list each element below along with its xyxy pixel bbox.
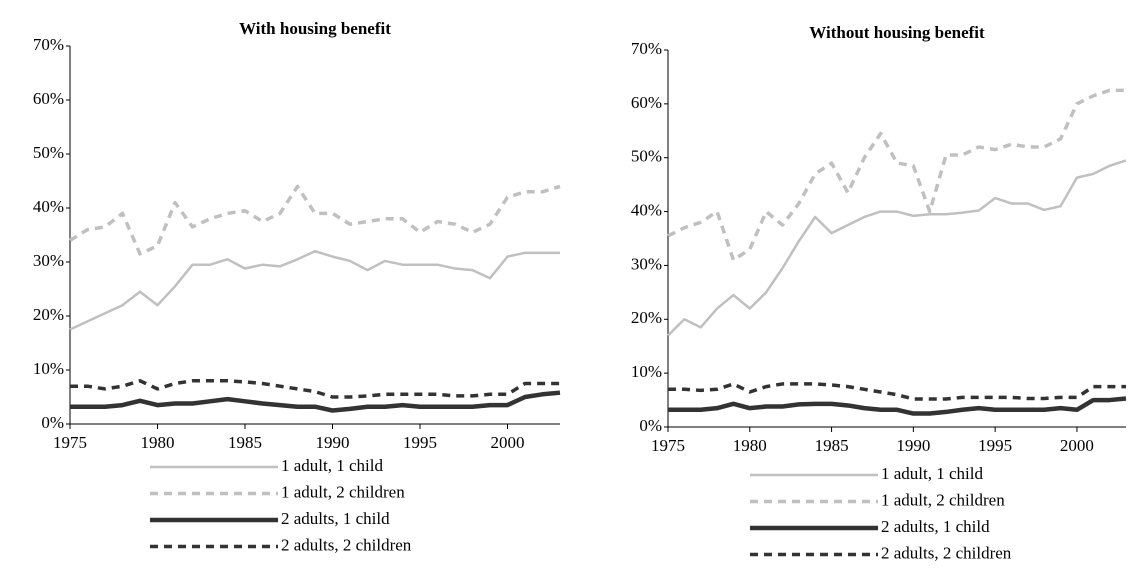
y-tick-label: 70% xyxy=(33,35,64,54)
legend-label: 2 adults, 1 child xyxy=(881,517,990,536)
x-tick-label: 1975 xyxy=(53,433,87,452)
x-tick-label: 1980 xyxy=(733,436,767,455)
series-line xyxy=(668,382,1126,401)
y-tick-label: 10% xyxy=(631,362,662,381)
legend-label: 1 adult, 1 child xyxy=(881,464,983,483)
x-tick-label: 1985 xyxy=(228,433,262,452)
y-tick-label: 0% xyxy=(639,416,662,435)
legend-label: 2 adults, 1 child xyxy=(281,509,390,528)
y-tick-label: 50% xyxy=(631,147,662,166)
x-tick-label: 1990 xyxy=(896,436,930,455)
legend-label: 2 adults, 2 children xyxy=(281,535,412,554)
series-line xyxy=(667,159,1127,337)
y-tick-label: 30% xyxy=(33,251,64,270)
legend-label: 1 adult, 2 children xyxy=(881,490,1005,509)
y-tick-label: 10% xyxy=(33,359,64,378)
legend-label: 2 adults, 2 children xyxy=(881,543,1012,562)
y-tick-label: 60% xyxy=(631,93,662,112)
series-line xyxy=(70,390,561,413)
x-tick-label: 1995 xyxy=(978,436,1012,455)
series-line xyxy=(69,249,560,331)
x-tick-label: 1975 xyxy=(651,436,685,455)
y-tick-label: 20% xyxy=(33,305,64,324)
legend-label: 1 adult, 1 child xyxy=(281,456,383,475)
x-tick-label: 1980 xyxy=(141,433,175,452)
y-tick-label: 60% xyxy=(33,89,64,108)
chart-title: With housing benefit xyxy=(239,19,391,38)
series-line xyxy=(668,396,1127,416)
x-tick-label: 1995 xyxy=(403,433,437,452)
series-line xyxy=(667,88,1126,262)
y-tick-label: 30% xyxy=(631,254,662,273)
y-tick-label: 0% xyxy=(41,413,64,432)
x-tick-label: 2000 xyxy=(1060,436,1094,455)
y-tick-label: 50% xyxy=(33,143,64,162)
x-tick-label: 2000 xyxy=(491,433,525,452)
series-line xyxy=(70,379,560,399)
chart-title: Without housing benefit xyxy=(809,23,985,42)
series-line xyxy=(69,184,561,256)
y-tick-label: 40% xyxy=(33,197,64,216)
x-tick-label: 1985 xyxy=(815,436,849,455)
y-tick-label: 40% xyxy=(631,200,662,219)
x-tick-label: 1990 xyxy=(316,433,350,452)
y-tick-label: 70% xyxy=(631,39,662,58)
legend-label: 1 adult, 2 children xyxy=(281,482,405,501)
y-tick-label: 20% xyxy=(631,308,662,327)
